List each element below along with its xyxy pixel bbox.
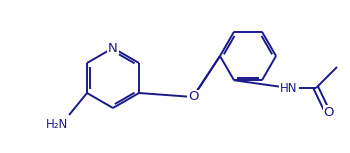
- Text: H₂N: H₂N: [46, 119, 68, 131]
- Text: HN: HN: [280, 82, 298, 95]
- Text: O: O: [188, 91, 198, 103]
- Text: O: O: [324, 106, 334, 119]
- Text: N: N: [108, 41, 118, 54]
